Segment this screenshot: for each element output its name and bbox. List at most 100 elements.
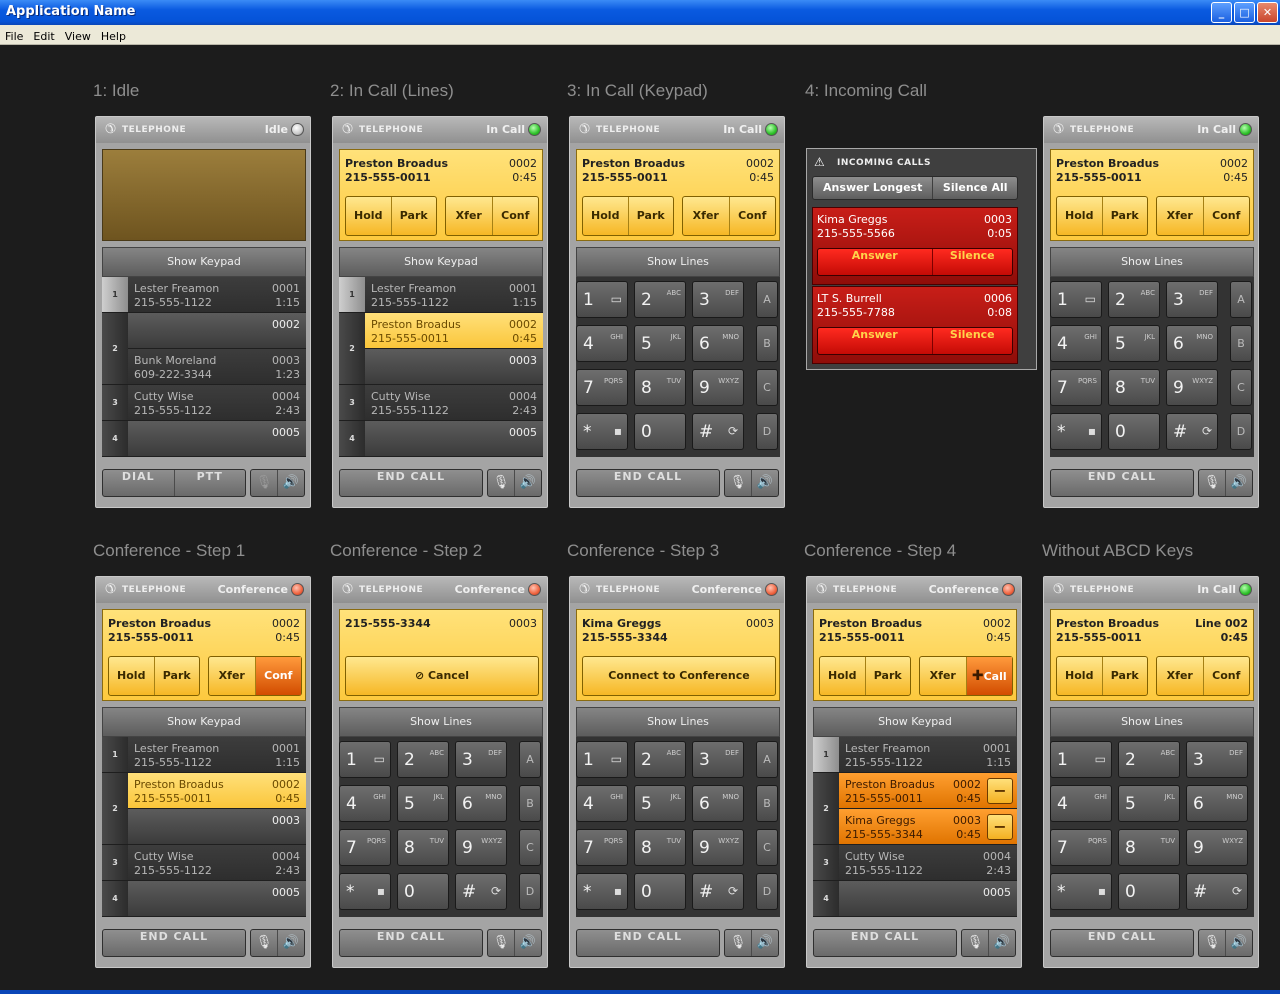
keypad-key-2[interactable]: 2 ABC <box>1108 281 1160 318</box>
hold-button[interactable]: Hold <box>1057 197 1103 235</box>
keypad-key-6[interactable]: 6 MNO <box>692 785 744 822</box>
speaker-icon[interactable]: 🔊 <box>1230 935 1248 950</box>
keypad-key-3[interactable]: 3 DEF <box>455 741 507 778</box>
keypad-key-star[interactable]: * ▪ <box>576 413 628 450</box>
keypad-key-b[interactable]: B <box>756 785 778 822</box>
keypad-key-3[interactable]: 3 DEF <box>1166 281 1218 318</box>
keypad-key-4[interactable]: 4 GHI <box>1050 325 1102 362</box>
keypad-key-1[interactable]: 1 ▭ <box>1050 741 1112 778</box>
hold-button[interactable]: Hold <box>346 197 392 235</box>
speaker-icon[interactable]: 🔊 <box>1230 475 1248 490</box>
keypad-key-hash[interactable]: # ⟳ <box>692 873 744 910</box>
keypad-key-hash[interactable]: # ⟳ <box>455 873 507 910</box>
keypad-key-1[interactable]: 1 ▭ <box>576 741 628 778</box>
speaker-icon[interactable]: 🔊 <box>756 475 774 490</box>
keypad-key-2[interactable]: 2 ABC <box>397 741 449 778</box>
keypad-key-c[interactable]: C <box>756 369 778 406</box>
line-row-active[interactable]: Preston Broadus 215-555-0011 0002 0:45 <box>128 773 306 809</box>
mic-muted-icon[interactable]: 🎙 <box>1199 470 1226 496</box>
conf-button[interactable]: Conf <box>738 209 767 222</box>
speaker-icon[interactable]: 🔊 <box>282 475 300 490</box>
line-tab-2[interactable]: 2 <box>813 773 839 845</box>
end-call-button[interactable]: END CALL <box>850 930 920 943</box>
end-call-button[interactable]: END CALL <box>376 470 446 483</box>
line-tab-4[interactable]: 4 <box>102 881 128 917</box>
keypad-key-0[interactable]: 0 <box>1118 873 1180 910</box>
keypad-key-a[interactable]: A <box>519 741 541 778</box>
line-row[interactable]: Lester Freamon 215-555-1122 0001 1:15 <box>365 277 543 313</box>
keypad-key-7[interactable]: 7 PQRS <box>576 369 628 406</box>
line-row[interactable]: Cutty Wise 215-555-1122 0004 2:43 <box>128 845 306 881</box>
line-row-conference[interactable]: Preston Broadus 215-555-0011 0002 0:45− <box>839 773 1017 809</box>
keypad-key-b[interactable]: B <box>519 785 541 822</box>
speaker-icon[interactable]: 🔊 <box>519 935 537 950</box>
keypad-key-7[interactable]: 7 PQRS <box>339 829 391 866</box>
keypad-key-c[interactable]: C <box>519 829 541 866</box>
keypad-key-8[interactable]: 8 TUV <box>634 829 686 866</box>
keypad-key-8[interactable]: 8 TUV <box>1108 369 1160 406</box>
answer-button[interactable]: Answer <box>818 328 933 354</box>
show-lines-button[interactable]: Show Lines <box>576 247 780 277</box>
line-row[interactable]: Bunk Moreland 609-222-3344 0003 1:23 <box>128 349 306 385</box>
keypad-key-8[interactable]: 8 TUV <box>634 369 686 406</box>
keypad-key-5[interactable]: 5 JKL <box>1108 325 1160 362</box>
keypad-key-a[interactable]: A <box>756 281 778 318</box>
keypad-key-0[interactable]: 0 <box>397 873 449 910</box>
keypad-key-5[interactable]: 5 JKL <box>634 785 686 822</box>
keypad-key-2[interactable]: 2 ABC <box>634 281 686 318</box>
end-call-button[interactable]: END CALL <box>613 930 683 943</box>
keypad-key-hash[interactable]: # ⟳ <box>1186 873 1248 910</box>
line-tab-4[interactable]: 4 <box>813 881 839 917</box>
menu-view[interactable]: View <box>64 30 91 43</box>
mic-muted-icon[interactable]: 🎙 <box>725 930 752 956</box>
line-row-conference[interactable]: Kima Greggs 215-555-3344 0003 0:45− <box>839 809 1017 845</box>
mic-muted-icon[interactable]: 🎙 <box>725 470 752 496</box>
line-row-empty[interactable]: 0002 <box>128 313 306 349</box>
keypad-key-0[interactable]: 0 <box>634 413 686 450</box>
keypad-key-star[interactable]: * ▪ <box>1050 413 1102 450</box>
keypad-key-4[interactable]: 4 GHI <box>1050 785 1112 822</box>
line-row[interactable]: Cutty Wise 215-555-1122 0004 2:43 <box>128 385 306 421</box>
keypad-key-star[interactable]: * ▪ <box>576 873 628 910</box>
line-tab-1[interactable]: 1 <box>102 277 128 313</box>
dial-button[interactable]: DIAL <box>103 470 175 496</box>
keypad-key-5[interactable]: 5 JKL <box>397 785 449 822</box>
end-call-button[interactable]: END CALL <box>613 470 683 483</box>
keypad-key-d[interactable]: D <box>519 873 541 910</box>
show-lines-button[interactable]: Show Lines <box>1050 707 1254 737</box>
add-call-button[interactable]: ✚Call <box>966 657 1012 695</box>
silence-button[interactable]: Silence <box>949 328 995 341</box>
xfer-button[interactable]: Xfer <box>446 197 493 235</box>
keypad-key-hash[interactable]: # ⟳ <box>692 413 744 450</box>
show-keypad-button[interactable]: Show Keypad <box>102 707 306 737</box>
xfer-button[interactable]: Xfer <box>920 657 967 695</box>
speaker-icon[interactable]: 🔊 <box>519 475 537 490</box>
line-row-empty[interactable]: 0003 <box>365 349 543 385</box>
keypad-key-7[interactable]: 7 PQRS <box>1050 829 1112 866</box>
line-tab-3[interactable]: 3 <box>102 845 128 881</box>
menu-edit[interactable]: Edit <box>33 30 55 43</box>
line-tab-2[interactable]: 2 <box>102 313 128 385</box>
keypad-key-d[interactable]: D <box>756 873 778 910</box>
keypad-key-c[interactable]: C <box>756 829 778 866</box>
line-tab-4[interactable]: 4 <box>339 421 365 457</box>
speaker-icon[interactable]: 🔊 <box>756 935 774 950</box>
line-row[interactable]: Lester Freamon 215-555-1122 0001 1:15 <box>839 737 1017 773</box>
show-lines-button[interactable]: Show Lines <box>339 707 543 737</box>
minimize-button[interactable]: _ <box>1211 2 1232 23</box>
conf-button-active[interactable]: Conf <box>255 657 301 695</box>
show-lines-button[interactable]: Show Lines <box>1050 247 1254 277</box>
mic-muted-icon[interactable]: 🎙 <box>251 930 278 956</box>
hold-button[interactable]: Hold <box>820 657 866 695</box>
keypad-key-1[interactable]: 1 ▭ <box>1050 281 1102 318</box>
keypad-key-7[interactable]: 7 PQRS <box>1050 369 1102 406</box>
keypad-key-5[interactable]: 5 JKL <box>1118 785 1180 822</box>
show-lines-button[interactable]: Show Lines <box>576 707 780 737</box>
line-row-empty[interactable]: 0005 <box>128 881 306 917</box>
keypad-key-3[interactable]: 3 DEF <box>692 281 744 318</box>
keypad-key-9[interactable]: 9 WXYZ <box>692 829 744 866</box>
show-keypad-button[interactable]: Show Keypad <box>339 247 543 277</box>
speaker-icon[interactable]: 🔊 <box>282 935 300 950</box>
remove-from-conference-icon[interactable]: − <box>987 814 1013 840</box>
show-keypad-button[interactable]: Show Keypad <box>102 247 306 277</box>
